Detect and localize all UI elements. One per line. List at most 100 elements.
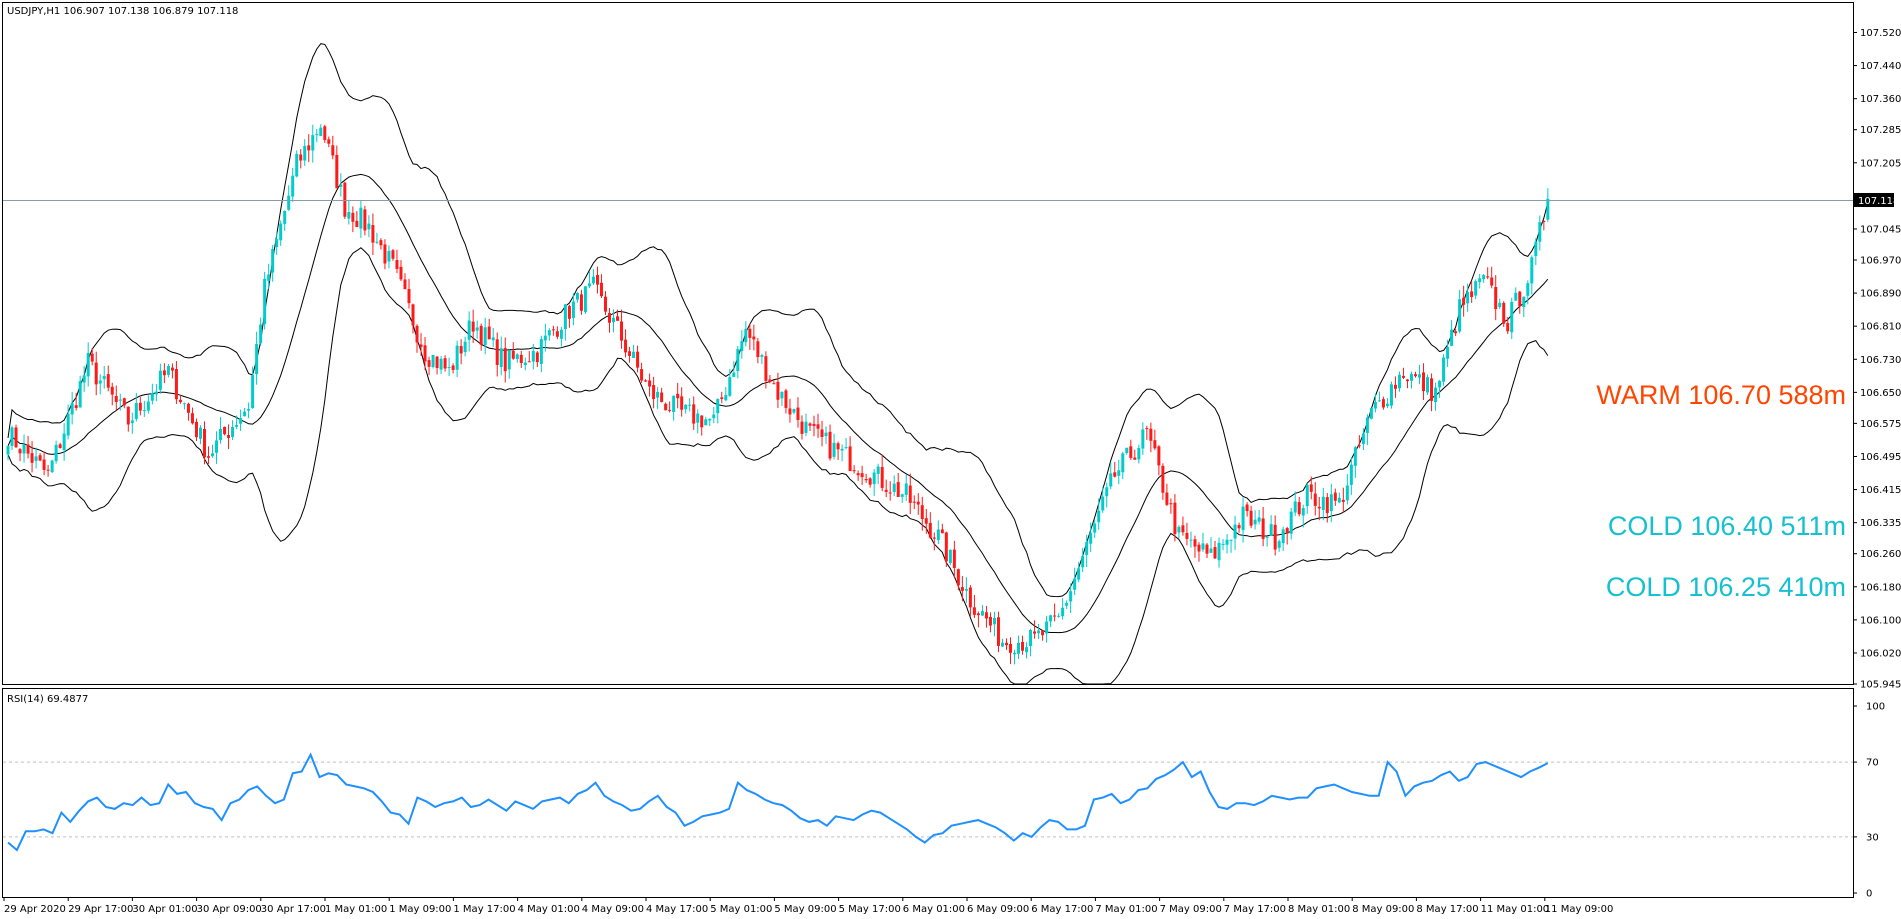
candle-body (215, 440, 219, 453)
rsi-pane[interactable] (2, 688, 1854, 898)
candle-body (279, 223, 283, 241)
candle-body (122, 398, 126, 406)
candle-body (728, 377, 732, 396)
candle-body (138, 402, 142, 411)
candle-body (595, 274, 599, 285)
candle-body (499, 348, 503, 367)
candle-body (824, 432, 828, 437)
candle-body (1089, 533, 1093, 544)
candle-body (515, 354, 519, 360)
rsi-tick-label: 30 (1866, 832, 1879, 843)
candle-body (331, 145, 335, 156)
candle-body (1149, 428, 1153, 441)
candle-body (1113, 472, 1117, 477)
main-pane[interactable] (2, 2, 1854, 685)
candle-body (507, 350, 511, 370)
candle-body (1053, 615, 1057, 617)
candle-body (1045, 621, 1049, 634)
candle-body (1137, 447, 1141, 460)
candle-body (976, 613, 980, 616)
candle-body (1161, 465, 1165, 493)
candle-body (511, 350, 515, 359)
candle-body (1301, 508, 1305, 516)
candle-body (1193, 539, 1197, 547)
candle-body (732, 372, 736, 377)
candle-body (1185, 532, 1189, 539)
candle-body (652, 385, 656, 400)
candle-body (756, 341, 760, 357)
candle-body (1205, 544, 1209, 554)
candle-body (343, 182, 347, 217)
candle-body (1393, 384, 1397, 389)
candle-body (1333, 492, 1337, 501)
candle-body (828, 431, 832, 459)
candle-body (956, 569, 960, 586)
candle-body (640, 369, 644, 381)
price-tick-label: 106.650 (1860, 388, 1901, 399)
time-tick-label: 1 May 01:00 (325, 904, 387, 915)
candle-body (543, 335, 547, 341)
candle-body (1277, 541, 1281, 548)
candle-body (126, 406, 130, 425)
candle-body (467, 320, 471, 340)
candle-body (696, 413, 700, 423)
candle-body (612, 317, 616, 323)
candle-body (644, 380, 648, 382)
candle-body (888, 492, 892, 494)
candle-body (587, 283, 591, 287)
candle-body (231, 426, 235, 437)
candle-body (323, 126, 327, 140)
candle-body (146, 401, 150, 411)
candle-body (26, 444, 30, 454)
candle-body (800, 421, 804, 434)
candle-body (648, 380, 652, 387)
candle-body (383, 244, 387, 264)
price-tick-label: 107.440 (1860, 61, 1901, 72)
candle-body (996, 617, 1000, 646)
candle-body (154, 391, 158, 395)
candle-body (792, 409, 796, 413)
candle-body (784, 390, 788, 408)
candle-body (1510, 301, 1514, 333)
candle-body (291, 175, 295, 197)
candle-body (1454, 331, 1458, 334)
candle-body (403, 279, 407, 290)
candle-body (1017, 642, 1021, 654)
candle-body (936, 529, 940, 541)
candle-body (1401, 375, 1405, 378)
candle-body (158, 370, 162, 390)
candle-body (788, 408, 792, 415)
candle-body (1169, 503, 1173, 505)
candle-body (1217, 542, 1221, 561)
candle-body (22, 444, 26, 454)
candle-body (102, 376, 106, 380)
candle-body (1361, 433, 1365, 445)
candle-body (299, 154, 303, 161)
candle-body (603, 296, 607, 312)
price-tick-label: 106.730 (1860, 355, 1901, 366)
candle-body (660, 392, 664, 403)
candle-body (62, 433, 66, 451)
candle-body (1478, 278, 1482, 283)
candle-body (960, 587, 964, 591)
candle-body (495, 339, 499, 365)
candle-body (968, 587, 972, 608)
candle-body (207, 456, 210, 458)
candle-body (716, 398, 720, 414)
candle-body (896, 482, 900, 497)
candle-body (1345, 485, 1349, 501)
candle-body (864, 478, 868, 481)
candle-body (1245, 504, 1249, 512)
candle-body (1073, 578, 1077, 590)
price-tick-label: 106.020 (1860, 648, 1901, 659)
candle-body (1506, 323, 1510, 332)
candle-body (916, 501, 920, 505)
candle-body (535, 352, 539, 363)
candle-body (523, 362, 527, 366)
candle-body (575, 292, 579, 300)
price-tick-label: 105.945 (1860, 680, 1901, 691)
candle-body (780, 392, 784, 399)
candle-body (1446, 347, 1450, 359)
price-tick-label: 106.810 (1860, 322, 1901, 333)
